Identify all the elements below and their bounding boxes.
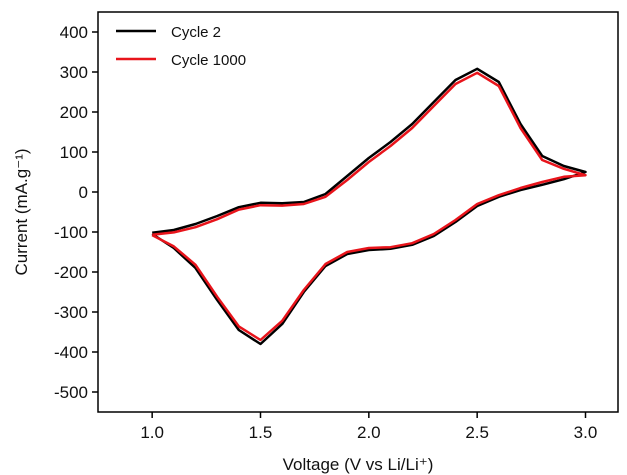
x-tick-label: 1.5 <box>249 423 273 442</box>
legend-label-cycle-1000: Cycle 1000 <box>171 52 246 69</box>
plot-frame <box>97 11 619 413</box>
ticks-layer: 1.0 1.5 2.0 2.5 3.0 400 300 200 100 0 -100 -200 -300… <box>54 23 597 442</box>
y-tick-label: 100 <box>60 143 88 162</box>
series-line-cycle-1000 <box>151 71 587 342</box>
x-tick-label: 2.5 <box>465 423 489 442</box>
y-tick-label: -500 <box>54 383 88 402</box>
x-tick-label: 3.0 <box>574 423 598 442</box>
y-tick-label: -300 <box>54 303 88 322</box>
series-line-cycle-2 <box>151 67 587 346</box>
x-axis-title: Voltage (V vs Li/Li⁺) <box>283 455 434 474</box>
y-tick-label: -200 <box>54 263 88 282</box>
series-layer <box>151 67 587 346</box>
y-tick-label: 200 <box>60 103 88 122</box>
legend: Cycle 2 Cycle 1000 <box>116 24 246 69</box>
legend-label-cycle-2: Cycle 2 <box>171 24 221 41</box>
y-tick-label: -400 <box>54 343 88 362</box>
y-tick-label: 400 <box>60 23 88 42</box>
x-tick-label: 2.0 <box>357 423 381 442</box>
y-tick-label: 300 <box>60 63 88 82</box>
x-tick-label: 1.0 <box>140 423 164 442</box>
y-axis-title: Current (mA.g⁻¹) <box>12 148 31 275</box>
y-tick-label: 0 <box>79 183 88 202</box>
y-tick-label: -100 <box>54 223 88 242</box>
